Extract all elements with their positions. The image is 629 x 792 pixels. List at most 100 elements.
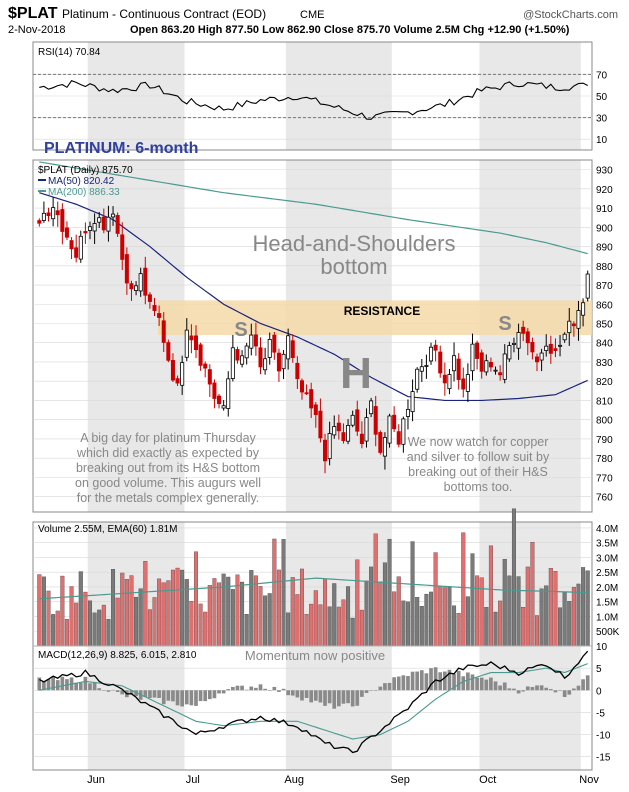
volume-bar: [217, 582, 222, 647]
candle-body: [304, 392, 309, 395]
y-tick-label: 790: [596, 435, 613, 446]
volume-bar: [60, 575, 65, 647]
candle-body: [92, 223, 97, 232]
month-axis: Jun Jul Aug Sep Oct Nov: [87, 774, 599, 786]
volume-bar: [364, 580, 369, 647]
candle-body: [129, 283, 134, 290]
macd-histogram-bar: [226, 689, 231, 691]
rsi-legend: RSI(14) 70.84: [38, 47, 101, 58]
candle-body: [534, 356, 540, 363]
volume-bar: [498, 600, 503, 647]
volume-bar: [544, 585, 549, 647]
volume-bar: [161, 582, 166, 647]
macd-histogram-bar: [240, 685, 244, 691]
volume-bar: [240, 581, 245, 647]
volume-bar: [571, 586, 576, 647]
volume-bar: [41, 576, 46, 647]
macd-histogram-bar: [207, 690, 212, 700]
macd-histogram-bar: [74, 682, 79, 691]
volume-bar: [392, 591, 397, 647]
candle-body: [198, 344, 203, 366]
macd-histogram-bar: [558, 690, 562, 691]
macd-histogram-bar: [415, 671, 420, 691]
macd-histogram-bar: [235, 685, 240, 691]
volume-bar: [396, 576, 401, 647]
candle-body: [134, 285, 139, 291]
volume-bar: [465, 596, 470, 647]
candle-body: [581, 302, 586, 316]
header-brand[interactable]: @StockCharts.com: [523, 9, 618, 21]
volume-bar: [207, 585, 212, 647]
y-tick-label: 50: [596, 92, 608, 103]
y-tick-label: -10: [596, 731, 611, 742]
volume-bar: [553, 571, 558, 647]
volume-bar: [475, 575, 480, 647]
volume-bar: [585, 570, 590, 647]
macd-histogram-bar: [576, 685, 581, 691]
volume-bar: [37, 574, 42, 647]
y-tick-label: 760: [596, 493, 613, 504]
y-tick-label: 800: [596, 416, 613, 427]
volume-bar: [244, 614, 249, 647]
volume-bar: [249, 570, 254, 647]
right-shoulder-label: S: [498, 313, 511, 335]
candle-body: [567, 320, 572, 334]
macd-histogram-bar: [475, 677, 479, 691]
volume-bar: [272, 538, 277, 647]
volume-bar: [304, 614, 309, 647]
macd-histogram-bar: [111, 689, 115, 691]
volume-bar: [336, 606, 341, 647]
candle-body: [267, 338, 272, 358]
y-tick-label: 910: [596, 204, 613, 215]
macd-histogram-bar: [115, 690, 120, 692]
volume-bar: [46, 590, 51, 647]
volume-bar: [299, 568, 304, 647]
macd-histogram-bar: [327, 690, 332, 704]
volume-bar: [521, 606, 526, 647]
volume-bar: [558, 607, 563, 647]
macd-histogram-bar: [548, 689, 553, 691]
volume-bar: [424, 593, 429, 647]
candle-body: [401, 418, 406, 445]
candle-body: [475, 342, 480, 359]
y-tick-label: 30: [596, 114, 608, 125]
y-tick-label: 810: [596, 396, 613, 407]
volume-bar: [129, 575, 134, 647]
macd-histogram-bar: [263, 688, 267, 691]
note-left-line: A big day for platinum Thursday: [80, 431, 256, 445]
candle-body: [147, 294, 152, 302]
ma50-legend: MA(50) 820.42: [48, 176, 115, 187]
macd-histogram-bar: [396, 676, 401, 691]
pattern-subtitle: bottom: [320, 254, 387, 279]
macd-histogram-bar: [194, 690, 198, 706]
macd-histogram-bar: [562, 690, 567, 698]
macd-histogram-bar: [51, 676, 55, 691]
header-quote: Open 863.20 High 877.50 Low 862.90 Close…: [130, 24, 570, 36]
macd-histogram-bar: [286, 690, 290, 696]
macd-histogram-bar: [521, 690, 526, 692]
candle-body: [286, 335, 291, 360]
macd-histogram-bar: [148, 690, 152, 699]
volume-bar: [581, 567, 586, 647]
note-right-line: and silver to follow suit by: [407, 450, 550, 464]
macd-histogram-bar: [337, 690, 341, 707]
y-tick-label: 850: [596, 319, 613, 330]
volume-bar: [281, 539, 286, 647]
resistance-band: [158, 300, 592, 336]
volume-bar: [138, 588, 143, 647]
macd-histogram-bar: [318, 690, 323, 703]
candle-body: [184, 329, 189, 358]
candle-body: [111, 213, 116, 218]
candle-body: [461, 378, 466, 390]
volume-bar: [378, 581, 383, 647]
volume-bar: [134, 597, 139, 647]
macd-histogram-bar: [530, 687, 535, 691]
volume-bar: [230, 589, 235, 647]
macd-histogram-bar: [184, 690, 189, 705]
macd-line: [39, 650, 589, 754]
candle-body: [309, 389, 314, 409]
volume-bar: [157, 578, 162, 647]
macd-histogram-bar: [419, 670, 424, 691]
candle-body: [263, 358, 268, 371]
volume-bar: [83, 591, 88, 647]
